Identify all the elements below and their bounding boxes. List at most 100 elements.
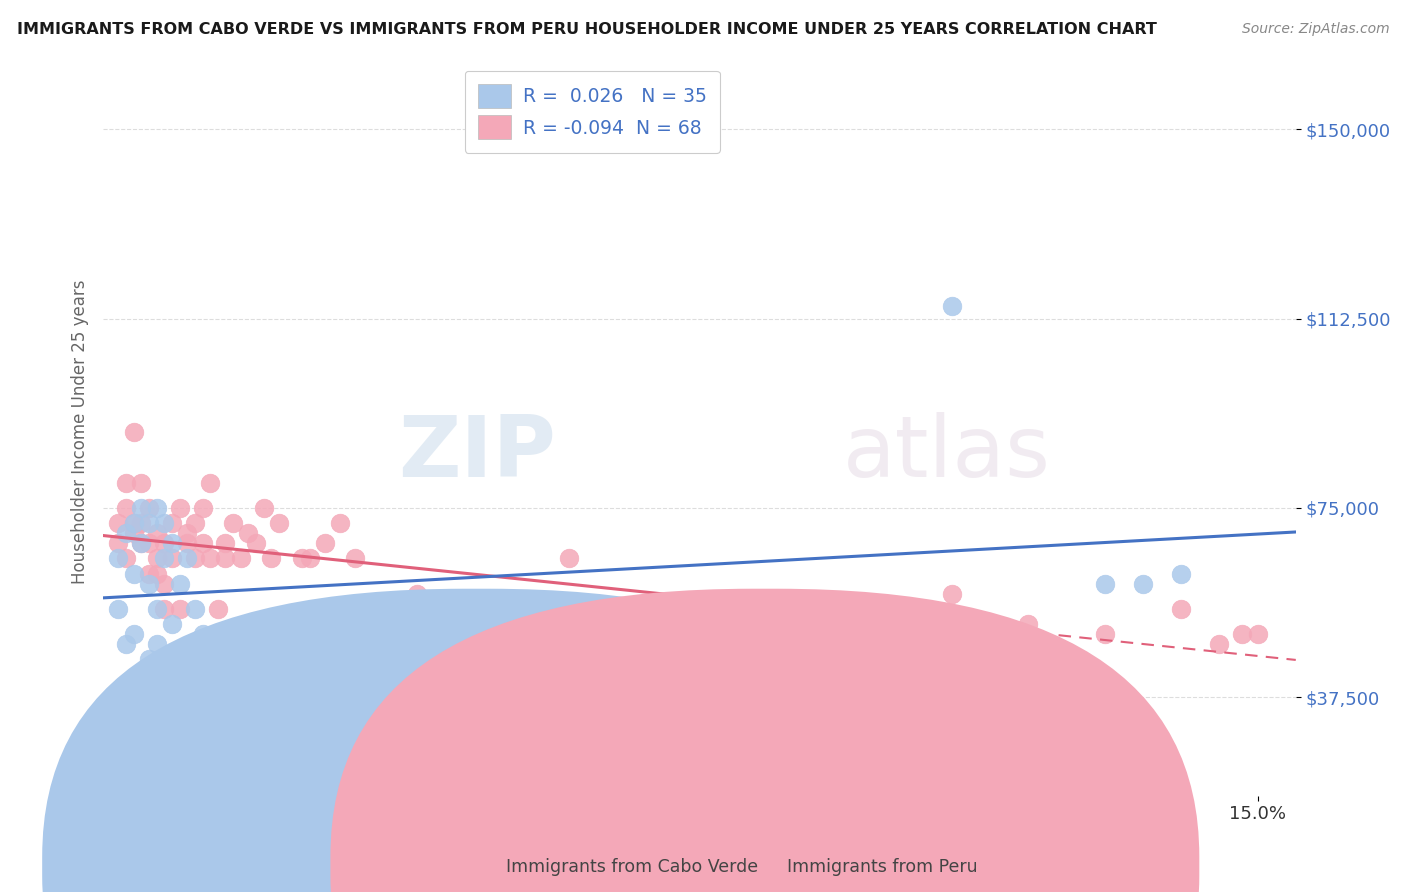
Point bbox=[131, 536, 153, 550]
Point bbox=[1017, 617, 1039, 632]
Point bbox=[214, 551, 236, 566]
Point bbox=[138, 500, 160, 515]
Point bbox=[260, 551, 283, 566]
Point bbox=[122, 425, 145, 439]
Point bbox=[787, 637, 810, 651]
Point bbox=[222, 652, 245, 666]
Point bbox=[191, 500, 214, 515]
Point bbox=[207, 667, 229, 681]
Point bbox=[122, 516, 145, 530]
Point bbox=[198, 551, 221, 566]
Point bbox=[1246, 627, 1268, 641]
Point bbox=[941, 299, 963, 313]
Point bbox=[115, 551, 138, 566]
Point bbox=[482, 652, 505, 666]
Text: Immigrants from Peru: Immigrants from Peru bbox=[787, 858, 979, 876]
Point bbox=[245, 536, 267, 550]
Point bbox=[115, 526, 138, 541]
Point bbox=[344, 551, 367, 566]
Point bbox=[122, 526, 145, 541]
Point bbox=[941, 587, 963, 601]
Point bbox=[138, 536, 160, 550]
Point bbox=[153, 551, 176, 566]
Point bbox=[298, 551, 321, 566]
Point bbox=[253, 637, 276, 651]
Point bbox=[222, 516, 245, 530]
Point bbox=[558, 551, 581, 566]
Point bbox=[329, 516, 352, 530]
Point bbox=[145, 602, 167, 616]
Point bbox=[184, 516, 207, 530]
Point bbox=[122, 516, 145, 530]
Point bbox=[122, 566, 145, 581]
Text: Immigrants from Cabo Verde: Immigrants from Cabo Verde bbox=[506, 858, 758, 876]
Point bbox=[122, 627, 145, 641]
Point bbox=[520, 602, 543, 616]
Point bbox=[176, 667, 198, 681]
Point bbox=[1170, 566, 1192, 581]
Point bbox=[865, 602, 887, 616]
Point bbox=[191, 627, 214, 641]
Point bbox=[405, 587, 427, 601]
Y-axis label: Householder Income Under 25 years: Householder Income Under 25 years bbox=[72, 280, 89, 584]
Point bbox=[160, 536, 183, 550]
Point bbox=[184, 551, 207, 566]
Point bbox=[176, 551, 198, 566]
Point bbox=[229, 551, 252, 566]
Point bbox=[443, 602, 465, 616]
Point bbox=[153, 576, 176, 591]
Text: IMMIGRANTS FROM CABO VERDE VS IMMIGRANTS FROM PERU HOUSEHOLDER INCOME UNDER 25 Y: IMMIGRANTS FROM CABO VERDE VS IMMIGRANTS… bbox=[17, 22, 1157, 37]
Point bbox=[634, 627, 657, 641]
Point bbox=[389, 627, 412, 641]
Point bbox=[420, 637, 443, 651]
Point bbox=[184, 602, 207, 616]
Point bbox=[367, 602, 389, 616]
Point bbox=[169, 576, 191, 591]
Point bbox=[145, 500, 167, 515]
Text: ZIP: ZIP bbox=[398, 412, 557, 495]
Point bbox=[115, 475, 138, 490]
Point bbox=[145, 566, 167, 581]
Point bbox=[115, 637, 138, 651]
Point bbox=[160, 617, 183, 632]
Point bbox=[291, 667, 314, 681]
Point bbox=[169, 602, 191, 616]
Point bbox=[1132, 576, 1154, 591]
Point bbox=[131, 500, 153, 515]
Point bbox=[291, 551, 314, 566]
Point bbox=[107, 516, 129, 530]
Point bbox=[153, 602, 176, 616]
Point bbox=[207, 602, 229, 616]
Point bbox=[1094, 627, 1116, 641]
Point bbox=[145, 637, 167, 651]
Point bbox=[145, 551, 167, 566]
Point bbox=[267, 516, 290, 530]
Point bbox=[329, 627, 352, 641]
Point bbox=[153, 536, 176, 550]
Point bbox=[1170, 602, 1192, 616]
Point bbox=[198, 637, 221, 651]
Point bbox=[198, 475, 221, 490]
Point bbox=[131, 475, 153, 490]
Point bbox=[131, 536, 153, 550]
Text: Source: ZipAtlas.com: Source: ZipAtlas.com bbox=[1241, 22, 1389, 37]
Point bbox=[160, 516, 183, 530]
Point bbox=[153, 516, 176, 530]
Text: atlas: atlas bbox=[842, 412, 1050, 495]
Point bbox=[107, 536, 129, 550]
Point bbox=[169, 500, 191, 515]
Point bbox=[711, 602, 734, 616]
Point bbox=[176, 536, 198, 550]
Point bbox=[214, 536, 236, 550]
Point bbox=[115, 500, 138, 515]
Point bbox=[160, 551, 183, 566]
Point bbox=[145, 526, 167, 541]
Point bbox=[131, 516, 153, 530]
Point bbox=[253, 500, 276, 515]
Point bbox=[138, 566, 160, 581]
Point bbox=[191, 536, 214, 550]
Point bbox=[1232, 627, 1254, 641]
Point bbox=[596, 602, 619, 616]
Point bbox=[314, 536, 336, 550]
Point bbox=[238, 526, 260, 541]
